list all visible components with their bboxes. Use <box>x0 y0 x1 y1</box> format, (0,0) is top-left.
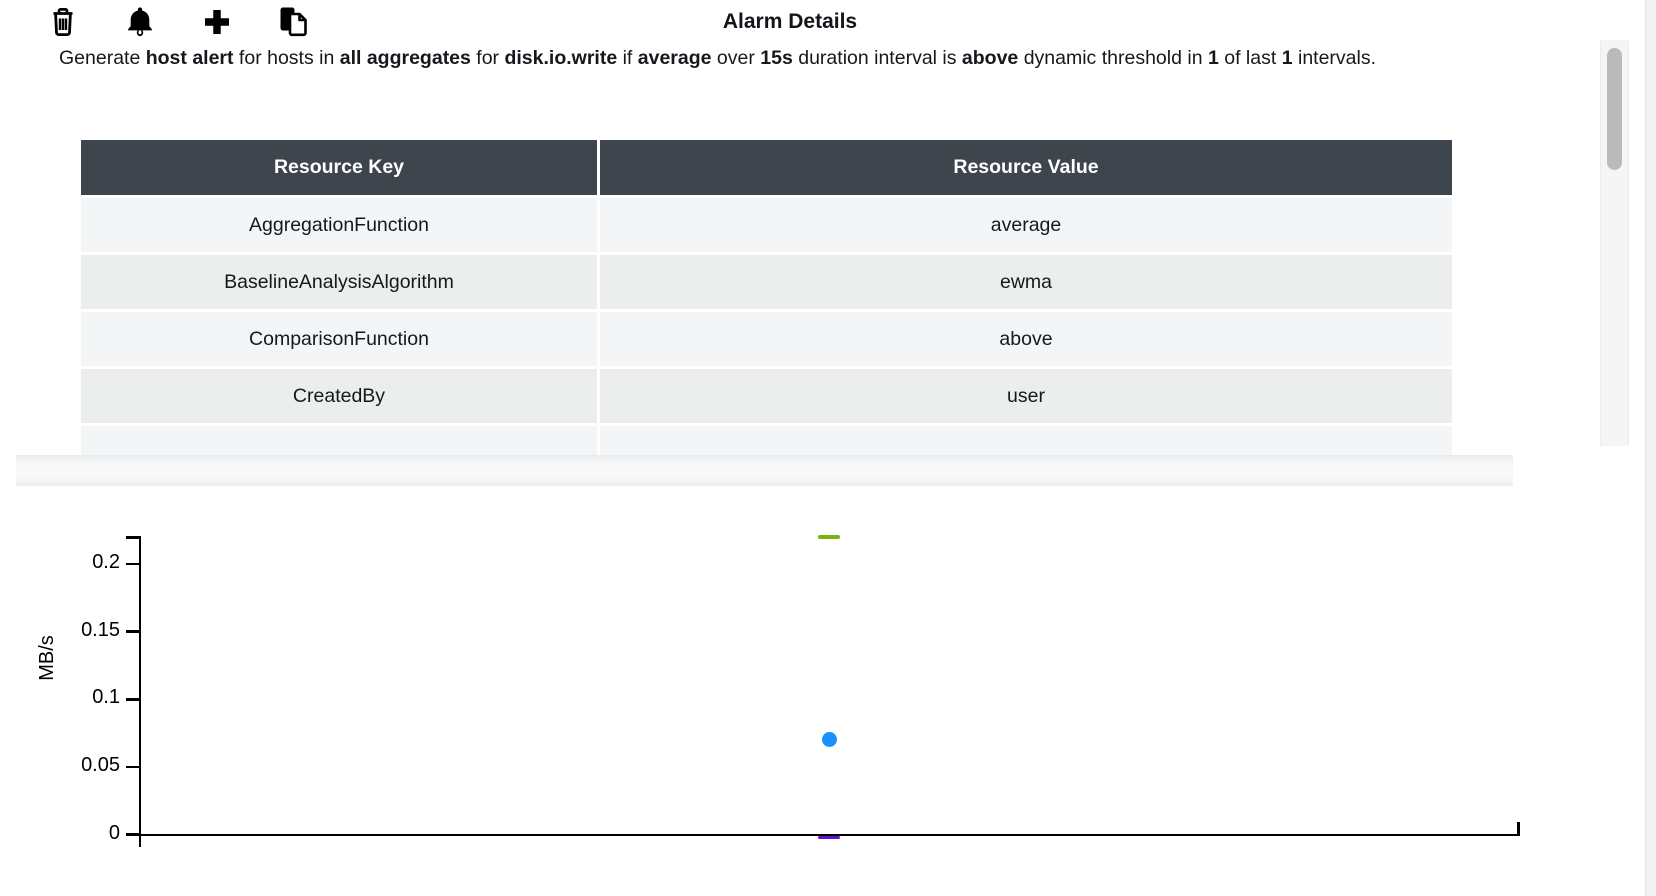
y-axis-tick-label: 0.15 <box>81 618 120 641</box>
toolbar <box>46 5 311 39</box>
panel-vertical-scrollbar-thumb[interactable] <box>1607 48 1622 170</box>
y-axis-tick <box>126 833 139 836</box>
page-scrollbar-track[interactable] <box>1645 0 1656 896</box>
y-axis-tick-label: 0.05 <box>81 753 120 776</box>
trash-icon <box>48 6 78 38</box>
column-header-resource-key: Resource Key <box>81 140 600 195</box>
table-row: BaselineAnalysisAlgorithm ewma <box>81 255 1452 309</box>
table-header-row: Resource Key Resource Value <box>81 140 1452 195</box>
y-axis-line <box>138 536 141 847</box>
resource-key-cell: AggregationFunction <box>81 198 600 252</box>
page-title: Alarm Details <box>722 10 858 33</box>
resource-value-cell: user <box>600 369 1452 423</box>
y-axis-tick <box>126 562 139 566</box>
alarm-description: Generate host alert for hosts in all agg… <box>59 47 1377 69</box>
notifications-button[interactable] <box>123 5 157 39</box>
resource-table-body: AggregationFunction average BaselineAnalys… <box>81 198 1452 455</box>
y-axis-top-cap <box>126 536 141 539</box>
y-axis-tick-label: 0.1 <box>92 686 120 709</box>
plus-icon <box>201 6 233 38</box>
y-axis-tick <box>126 765 139 769</box>
resource-value-cell: average <box>600 198 1452 252</box>
table-row: ComparisonFunction above <box>81 312 1452 366</box>
delete-alarm-button[interactable] <box>46 5 80 39</box>
panel-bottom-edge <box>16 455 1513 486</box>
current-value-marker <box>821 732 837 748</box>
resource-key-cell: ComparisonFunction <box>81 312 600 366</box>
upper-threshold-marker <box>818 535 840 539</box>
panel-vertical-scrollbar-track[interactable] <box>1600 40 1629 446</box>
resource-key-cell: CreatedBy <box>81 369 600 423</box>
resource-value-cell: above <box>600 312 1452 366</box>
x-axis-line <box>138 833 1520 836</box>
table-row <box>81 426 1452 455</box>
y-axis-tick <box>126 630 139 633</box>
y-axis-tick-label: 0 <box>108 821 120 844</box>
add-alarm-button[interactable] <box>200 5 234 39</box>
resource-table: Resource Key Resource Value AggregationF… <box>81 137 1452 455</box>
resource-key-cell <box>81 426 600 455</box>
resource-key-cell: BaselineAnalysisAlgorithm <box>81 255 600 309</box>
y-axis-tick-label: 0.2 <box>92 551 120 574</box>
y-axis-tick <box>126 698 139 701</box>
resource-value-cell: ewma <box>600 255 1452 309</box>
lower-threshold-marker <box>818 835 840 840</box>
copy-alarm-button[interactable] <box>277 5 311 39</box>
bell-icon <box>124 5 156 39</box>
resource-table-container: Resource Key Resource Value AggregationF… <box>81 137 1452 455</box>
x-axis-end-cap <box>1517 822 1520 836</box>
column-header-resource-value: Resource Value <box>600 140 1452 195</box>
copy-icon <box>277 5 311 39</box>
resource-value-cell <box>600 426 1452 455</box>
table-row: AggregationFunction average <box>81 198 1452 252</box>
table-row: CreatedBy user <box>81 369 1452 423</box>
